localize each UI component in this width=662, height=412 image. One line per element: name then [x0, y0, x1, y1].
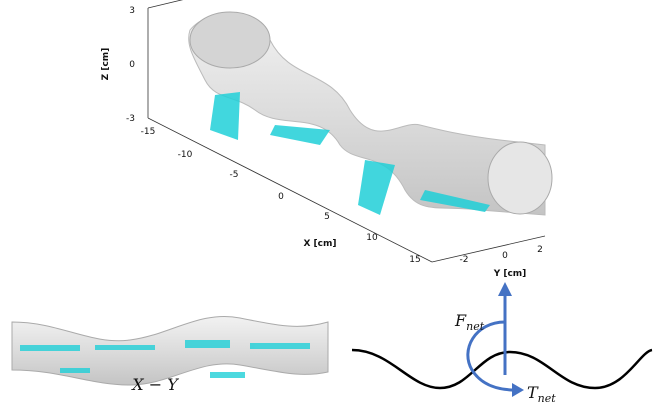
force-symbol: F — [454, 311, 467, 330]
z-axis-label: Z [cm] — [101, 48, 111, 81]
z-tick-label: -3 — [126, 114, 135, 124]
x-tick-label: -5 — [230, 170, 239, 180]
x-tick-label: 15 — [409, 255, 420, 265]
z-tick-label: 0 — [129, 60, 135, 70]
wave — [352, 350, 652, 388]
x-tick-label: -15 — [141, 127, 156, 137]
z-tick-label: 3 — [129, 6, 135, 16]
y-axis-label: Y [cm] — [493, 269, 527, 279]
force-arrow-head — [498, 282, 512, 296]
torque-arrow-head — [512, 383, 524, 397]
torque-subscript: net — [538, 392, 557, 405]
projection-label: X − Y — [130, 375, 179, 394]
y-tick-label: -2 — [460, 255, 469, 265]
x-tick-label: -10 — [178, 150, 193, 160]
x-tick-label: 0 — [278, 192, 284, 202]
x-axis-label: X [cm] — [303, 239, 336, 249]
tube-3d — [189, 12, 552, 215]
force-subscript: net — [466, 320, 485, 333]
x-tick-label: 10 — [366, 233, 378, 243]
x-tick-label: 5 — [324, 212, 330, 222]
y-tick-label: 0 — [502, 251, 508, 261]
force-label: Fnet — [454, 311, 485, 333]
figure: 3 0 -3 Z [cm] -15 -10 -5 0 5 10 15 X [cm… — [0, 0, 662, 412]
torque-label: Tnet — [527, 383, 556, 405]
y-tick-label: 2 — [537, 245, 543, 255]
